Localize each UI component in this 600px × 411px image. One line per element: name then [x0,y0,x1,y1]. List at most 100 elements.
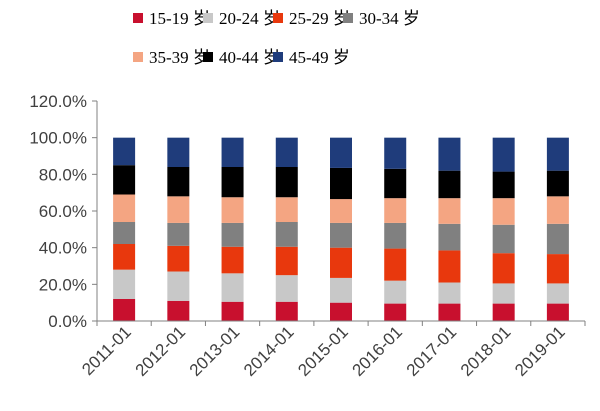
legend-swatch [203,52,213,62]
bar-segment [275,301,298,321]
bar-segment [221,197,244,223]
legend-item: 45-49 岁 [273,48,350,67]
bar-segment [330,199,352,223]
legend-label: 40-44 岁 [219,48,280,67]
bar-segment [221,246,244,274]
x-tick-label: 2012-01 [132,322,190,380]
bar-stack [438,137,461,321]
bar-segment [113,165,136,195]
bar-segment [113,269,136,299]
x-tick-label: 2013-01 [186,322,244,380]
legend-swatch [343,13,353,23]
bar-segment [438,198,461,224]
bar-segment [330,222,352,248]
y-tick-label: 20.0% [39,275,87,294]
bar-stack [330,137,352,321]
bar-segment [275,222,298,247]
y-tick-label: 120.0% [29,92,87,111]
bar-segment [167,271,190,301]
bar-segment [492,171,515,199]
bar-segment [546,170,569,197]
y-tick-label: 100.0% [29,129,87,148]
legend-swatch [203,13,213,23]
bar-segment [384,137,407,169]
bar-segment [438,170,461,199]
bar-segment [384,198,407,223]
bar-segment [275,167,298,198]
x-tick-label: 2018-01 [457,322,515,380]
bar-segment [438,303,461,321]
legend-label: 25-29 岁 [289,9,350,28]
legend-label: 15-19 岁 [149,9,210,28]
bar-segment [275,275,298,302]
bar-segment [113,222,136,244]
bar-segment [384,222,407,249]
legend-swatch [133,13,143,23]
bar-segment [113,194,136,222]
bar-stack [167,137,190,321]
bars [113,137,569,321]
bar-stack [113,137,136,321]
legend-item: 35-39 岁 [133,48,210,67]
bar-segment [113,137,136,166]
y-tick-label: 40.0% [39,239,87,258]
bar-segment [438,223,461,251]
x-axis: 2011-012012-012013-012014-012015-012016-… [78,320,586,380]
bar-segment [167,300,190,321]
bar-segment [492,198,515,225]
bar-segment [167,137,190,167]
bar-stack [275,137,298,321]
legend-item: 15-19 岁 [133,9,210,28]
bar-segment [113,244,136,270]
bar-segment [221,167,244,198]
legend-label: 45-49 岁 [289,48,350,67]
bar-segment [384,280,407,304]
bar-segment [275,246,298,276]
bar-segment [113,299,136,321]
x-tick-label: 2017-01 [403,322,461,380]
legend-swatch [273,52,283,62]
bar-segment [546,137,569,171]
bar-segment [275,197,298,222]
legend-item: 40-44 岁 [203,48,280,67]
bar-segment [275,137,298,167]
bar-segment [330,137,352,168]
legend-item: 25-29 岁 [273,9,350,28]
y-axis: 0.0% 20.0% 40.0% 60.0% 80.0% 100.0% 120.0% [29,92,98,331]
x-tick-label: 2015-01 [294,322,352,380]
bar-segment [167,196,190,223]
bar-segment [384,248,407,281]
bar-segment [546,303,569,321]
bar-segment [221,137,244,167]
bar-stack [492,137,515,321]
y-tick-label: 80.0% [39,165,87,184]
x-tick-label: 2019-01 [511,322,569,380]
legend-label: 35-39 岁 [149,48,210,67]
bar-segment [492,253,515,284]
bar-segment [384,303,407,321]
y-tick-label: 60.0% [39,202,87,221]
bar-segment [221,273,244,302]
bar-segment [438,282,461,304]
x-tick-label: 2016-01 [348,322,406,380]
bar-stack [384,137,407,321]
legend-item: 20-24 岁 [203,9,280,28]
y-tick-label: 0.0% [48,312,87,331]
bar-segment [546,196,569,224]
bar-segment [330,277,352,303]
bar-segment [221,301,244,321]
bar-segment [221,222,244,247]
bar-segment [492,137,515,172]
legend-label: 30-34 岁 [359,9,420,28]
bar-segment [167,245,190,272]
bar-stack [221,137,244,321]
legend-swatch [133,52,143,62]
bar-segment [330,247,352,278]
x-tick-label: 2014-01 [240,322,298,380]
bar-segment [546,254,569,284]
legend: 15-19 岁 20-24 岁 25-29 岁 30-34 岁 35-39 岁 40-44… [133,9,420,67]
legend-swatch [273,13,283,23]
bar-segment [330,167,352,200]
